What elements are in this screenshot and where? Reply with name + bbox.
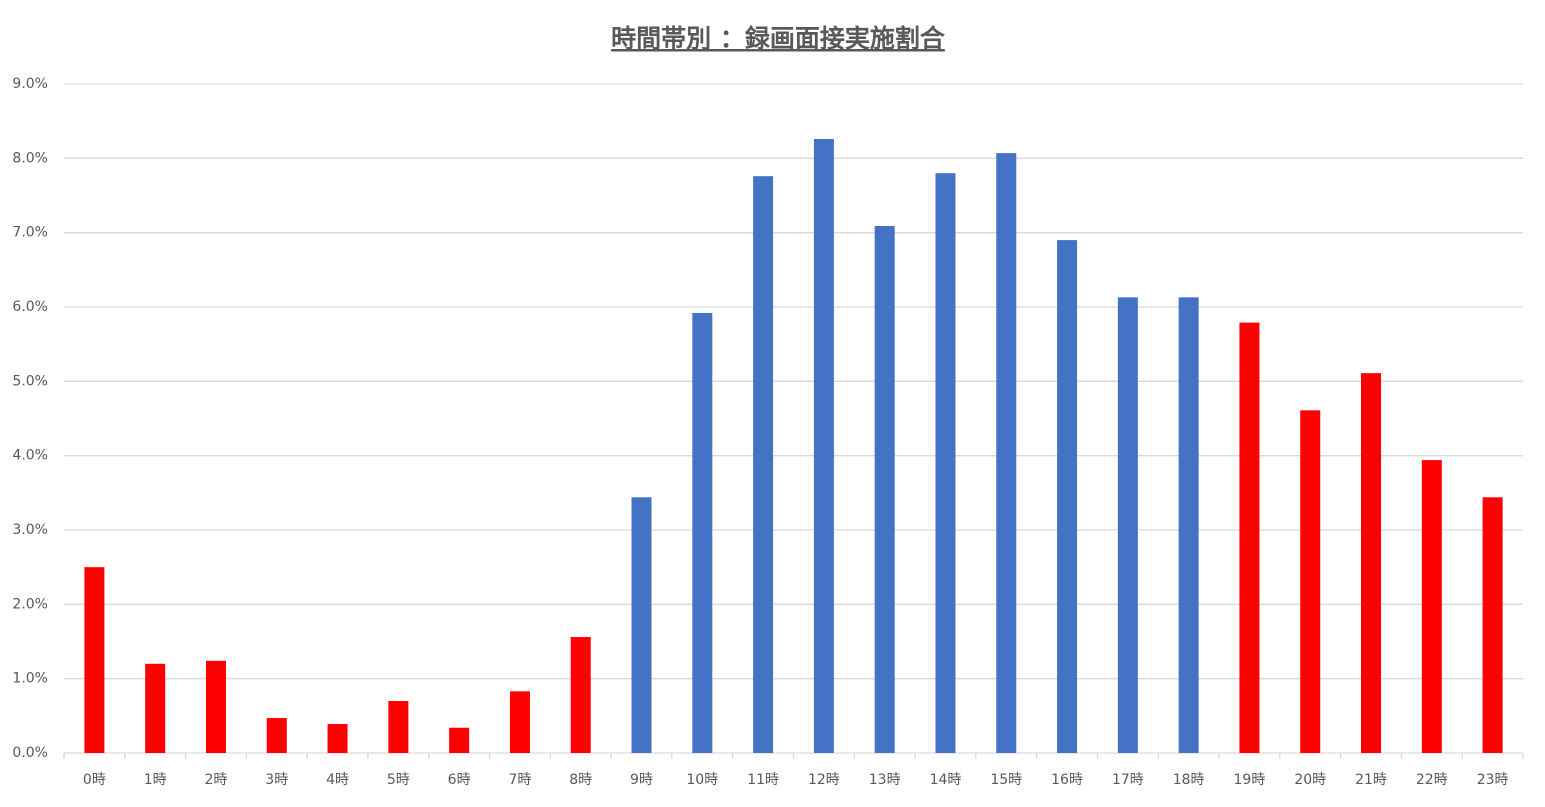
x-tick-label: 13時 [869,772,901,788]
bar [813,139,834,754]
x-tick-label: 4時 [326,772,349,788]
bar [388,700,409,753]
x-tick-label: 22時 [1416,772,1448,788]
x-tick-label: 7時 [508,772,531,788]
y-tick-label: 1.0% [12,671,48,687]
x-tick-label: 2時 [205,772,228,788]
x-tick-label: 16時 [1051,772,1083,788]
y-tick-label: 4.0% [12,448,48,464]
bar [935,173,956,753]
y-tick-label: 8.0% [12,150,48,166]
x-tick-label: 21時 [1355,772,1387,788]
bar [631,497,652,753]
x-tick-label: 19時 [1234,772,1266,788]
x-tick-label: 3時 [265,772,288,788]
bar [205,660,226,753]
bar [996,153,1017,753]
bar [1117,297,1138,753]
y-tick-label: 9.0% [12,76,48,92]
x-tick-label: 8時 [569,772,592,788]
x-tick-label: 14時 [930,772,962,788]
bar [509,691,530,753]
chart-title: 時間帯別 ：録画面接実施割合 [611,24,946,53]
bar [874,225,895,753]
bar [449,727,470,753]
y-tick-label: 3.0% [12,522,48,538]
x-tick-label: 12時 [808,772,840,788]
y-tick-label: 5.0% [12,373,48,389]
x-tick-label: 17時 [1112,772,1144,788]
bar [1239,322,1260,753]
bar [1482,497,1503,753]
y-tick-label: 7.0% [12,225,48,241]
bar [1361,373,1382,753]
bar [753,176,774,753]
x-tick-label: 6時 [448,772,471,788]
bar [1057,240,1078,754]
x-tick-label: 1時 [144,772,167,788]
x-tick-label: 23時 [1477,772,1509,788]
bar [570,637,591,753]
y-tick-label: 6.0% [12,299,48,315]
x-tick-label: 10時 [686,772,718,788]
x-tick-label: 20時 [1294,772,1326,788]
bar [266,718,287,753]
bar [692,312,713,753]
x-tick-label: 9時 [630,772,653,788]
bar [84,567,105,753]
x-tick-label: 11時 [747,772,779,788]
y-tick-label: 2.0% [12,596,48,612]
x-tick-label: 0時 [83,772,106,788]
bar [1300,410,1321,753]
y-tick-label: 0.0% [12,745,48,761]
bar [327,724,348,753]
bar [145,663,166,753]
x-tick-label: 18時 [1173,772,1205,788]
x-tick-label: 5時 [387,772,410,788]
bar [1421,460,1442,753]
x-tick-label: 15時 [990,772,1022,788]
bar [1178,297,1199,753]
